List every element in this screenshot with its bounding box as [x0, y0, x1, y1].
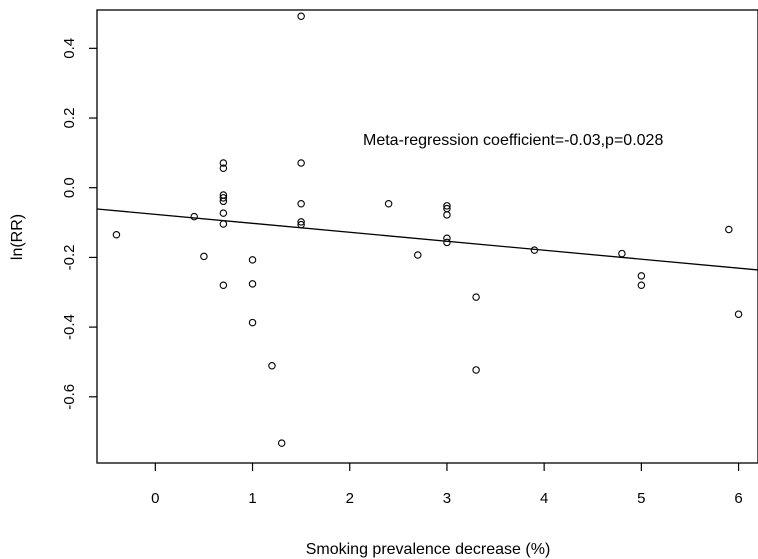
x-tick-label: 4 — [540, 490, 548, 507]
y-tick-label: -0.2 — [61, 244, 78, 270]
data-point — [472, 366, 480, 374]
data-point — [200, 252, 208, 261]
x-axis-label: Smoking prevalence decrease (%) — [306, 541, 551, 558]
data-point — [297, 159, 305, 167]
data-point — [443, 202, 451, 210]
regression-annotation: Meta-regression coefficient=-0.03,p=0.02… — [363, 132, 663, 149]
data-point — [414, 251, 422, 259]
regression-line — [96, 208, 758, 271]
data-point — [734, 310, 743, 318]
data-point — [268, 362, 276, 370]
data-point — [725, 225, 733, 234]
data-point — [219, 159, 228, 167]
data-point — [219, 164, 228, 172]
data-points — [112, 12, 743, 447]
data-point — [297, 12, 305, 21]
data-point — [219, 197, 228, 206]
data-point — [637, 272, 646, 280]
data-point — [297, 218, 305, 226]
y-axis-label: ln(RR) — [9, 214, 26, 260]
x-tick-label: 0 — [151, 490, 159, 507]
data-point — [219, 281, 228, 290]
data-point — [443, 238, 451, 247]
x-axis-ticks: 0 1 2 3 4 5 6 — [151, 463, 743, 507]
x-tick-label: 1 — [248, 490, 256, 507]
data-point — [112, 231, 121, 239]
data-point — [190, 212, 198, 221]
data-point — [219, 209, 228, 217]
y-tick-label: -0.4 — [61, 314, 78, 340]
data-point — [248, 318, 257, 327]
x-tick-label: 5 — [637, 490, 645, 507]
x-tick-label: 2 — [346, 490, 354, 507]
y-tick-label: 0.2 — [61, 108, 78, 129]
x-tick-label: 3 — [443, 490, 451, 507]
data-point — [219, 194, 228, 202]
data-point — [472, 293, 480, 301]
data-point — [637, 281, 646, 290]
data-point — [297, 199, 305, 208]
data-point — [384, 199, 393, 208]
y-tick-label: -0.6 — [61, 384, 78, 410]
data-point — [248, 280, 257, 288]
data-point — [618, 249, 626, 258]
y-tick-label: 0.0 — [61, 177, 78, 198]
data-point — [443, 211, 451, 219]
data-point — [219, 220, 228, 228]
data-point — [248, 256, 257, 264]
x-tick-label: 6 — [734, 490, 742, 507]
data-point — [277, 439, 286, 447]
plot-frame — [96, 9, 758, 464]
y-axis-ticks: -0.6 -0.4 -0.2 0.0 0.2 0.4 — [61, 38, 97, 410]
y-tick-label: 0.4 — [61, 38, 78, 59]
